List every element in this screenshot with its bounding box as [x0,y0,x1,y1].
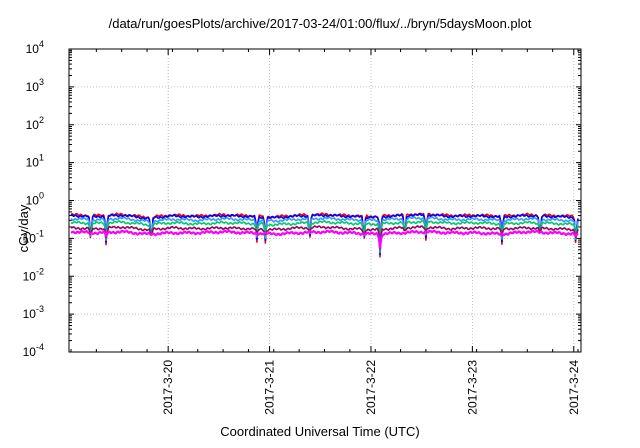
y-tick-label: 10-3 [23,304,44,321]
x-axis-label: Coordinated Universal Time (UTC) [220,424,420,439]
y-tick-exponent: 4 [39,39,44,49]
series-line [70,219,579,252]
y-tick-exponent: 2 [39,115,44,125]
series-line [70,216,579,254]
x-tick-label: 2017-3-21 [263,360,277,415]
plot-frame [68,48,582,353]
y-tick-label: 10-2 [23,266,44,283]
y-axis-label: cGy/day [16,204,31,252]
y-tick-label: 10-1 [23,228,44,245]
y-tick-label: 10-4 [23,342,44,359]
series-line [70,225,579,250]
y-tick-label: 103 [26,77,44,94]
y-tick-label: 101 [26,153,44,170]
x-tick-label: 2017-3-22 [364,360,378,415]
x-tick-label: 2017-3-24 [567,360,581,415]
series-line [70,229,579,249]
x-tick-label: 2017-3-20 [161,360,175,415]
y-tick-exponent: -3 [36,304,44,314]
y-tick-label: 102 [26,115,44,132]
y-tick-exponent: 1 [39,153,44,163]
y-tick-exponent: 0 [39,191,44,201]
x-tick-label: 2017-3-23 [465,360,479,415]
y-tick-exponent: -2 [36,266,44,276]
y-tick-exponent: -1 [36,228,44,238]
chart-title: /data/run/goesPlots/archive/2017-03-24/0… [108,16,532,31]
y-tick-label: 104 [26,39,44,56]
y-tick-label: 100 [26,191,44,208]
series-line [70,212,579,256]
y-tick-exponent: -4 [36,342,44,352]
y-tick-exponent: 3 [39,77,44,87]
